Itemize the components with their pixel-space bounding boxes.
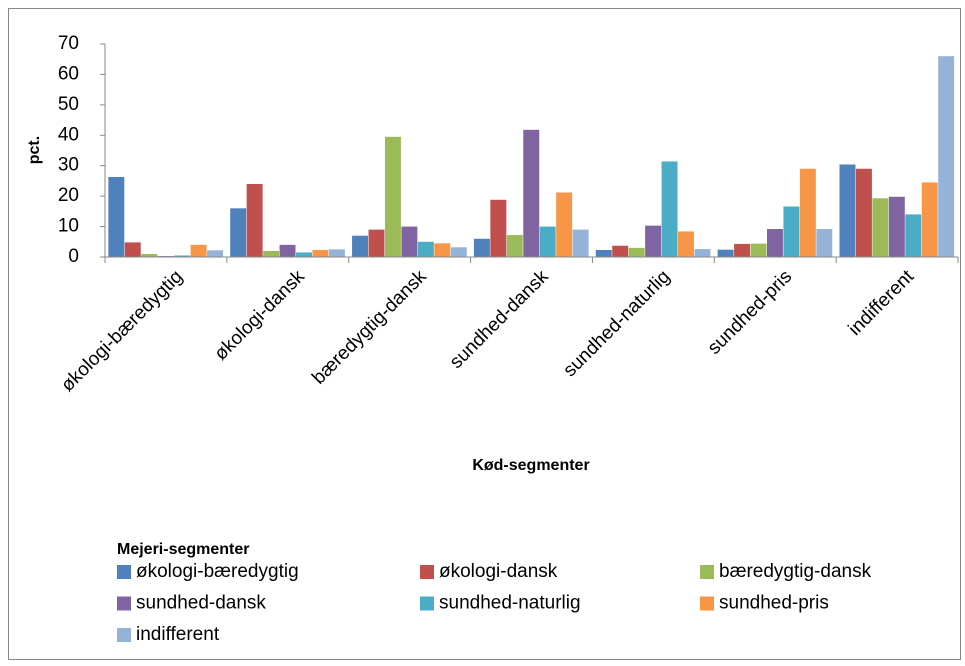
y-tick-label: 10 [58, 216, 79, 237]
y-tick-label: 70 [58, 33, 79, 54]
bar [230, 208, 247, 257]
y-tick-label: 0 [68, 246, 79, 267]
legend-label: sundhed-naturlig [439, 593, 581, 614]
bar [905, 214, 922, 257]
legend-label: indifferent [136, 624, 220, 645]
bar [190, 244, 207, 257]
bar [141, 253, 158, 257]
y-tick-label: 40 [58, 124, 79, 145]
bar [263, 250, 280, 257]
bar [246, 183, 263, 257]
bar [473, 238, 490, 257]
legend-swatch [117, 596, 131, 611]
bar [108, 176, 125, 257]
x-axis-title: Kød-segmenter [472, 457, 589, 474]
bar [296, 252, 312, 257]
bar [490, 199, 507, 257]
bar [628, 247, 645, 257]
bar [783, 206, 800, 257]
legend-label: sundhed-pris [719, 593, 829, 614]
bar [312, 250, 329, 257]
bar [124, 242, 141, 257]
legend-swatch [420, 565, 434, 579]
chart-border [8, 8, 961, 660]
bar [401, 226, 418, 257]
legend-swatch [420, 596, 434, 611]
y-tick-label: 50 [58, 94, 79, 115]
bar [872, 198, 889, 257]
bar [506, 235, 523, 257]
legend-swatch [700, 565, 714, 579]
y-axis-title: pct. [26, 136, 43, 164]
bar [799, 168, 816, 257]
y-tick-label: 30 [58, 155, 79, 176]
legend-label: økologi-dansk [439, 561, 558, 582]
bar [661, 161, 678, 257]
legend-label: økologi-bæredygtig [136, 561, 299, 582]
bar [417, 241, 434, 257]
bar [888, 196, 905, 257]
bar [766, 229, 783, 257]
legend-swatch [117, 565, 131, 579]
bar [352, 235, 369, 257]
legend-label: bæredygtig-dansk [719, 561, 872, 582]
bar [572, 229, 589, 257]
bar [328, 249, 345, 257]
legend-label: sundhed-dansk [136, 593, 266, 614]
bar [839, 164, 856, 257]
bar [450, 247, 467, 257]
bar [174, 255, 191, 257]
bar [717, 249, 734, 257]
bar [612, 245, 629, 257]
bar [855, 168, 872, 257]
bar [434, 243, 451, 257]
y-tick-label: 20 [58, 185, 79, 206]
bar [694, 249, 711, 257]
y-tick-label: 60 [58, 63, 79, 84]
legend-title: Mejeri-segmenter [117, 541, 250, 558]
bar [938, 56, 955, 257]
bar [368, 229, 385, 257]
bar [207, 250, 224, 257]
bar [384, 136, 401, 257]
bar [678, 231, 694, 257]
bar [279, 244, 296, 257]
bar [595, 250, 612, 257]
legend-swatch [117, 628, 131, 642]
bar [645, 225, 662, 257]
bar [750, 243, 767, 257]
bar [921, 182, 938, 257]
legend-swatch [700, 596, 714, 611]
bar [816, 229, 833, 257]
bar [523, 129, 540, 257]
bar [556, 192, 573, 257]
bar [734, 243, 751, 257]
bar [539, 226, 556, 257]
